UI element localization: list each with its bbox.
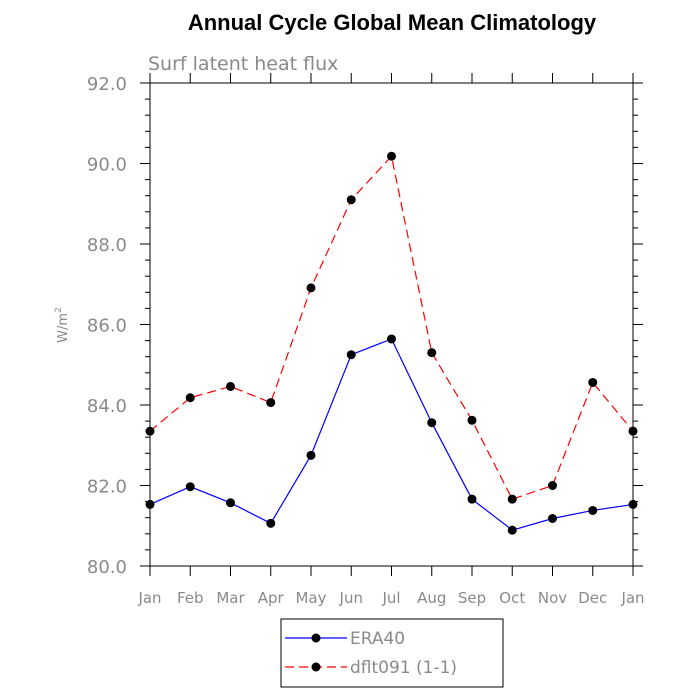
data-point	[145, 499, 155, 509]
data-point	[346, 195, 356, 205]
data-point	[628, 426, 638, 436]
series-2	[145, 151, 638, 504]
x-tick-label: Jul	[381, 589, 400, 607]
y-axis-label-exponent: 2	[54, 307, 64, 313]
data-point	[467, 494, 477, 504]
y-tick-label: 80.0	[87, 557, 127, 578]
y-tick-label: 90.0	[87, 155, 127, 176]
legend-item: dflt091 (1-1)	[285, 658, 457, 678]
data-point	[387, 151, 396, 161]
data-point	[628, 499, 638, 509]
data-point	[467, 415, 477, 425]
x-tick-label: Jan	[620, 589, 644, 607]
y-tick-label: 92.0	[87, 74, 127, 95]
series-1	[145, 334, 638, 535]
data-point	[507, 525, 517, 535]
y-axis-label: W/m2	[54, 307, 71, 343]
legend-marker	[311, 633, 321, 643]
series-layer	[145, 151, 638, 535]
data-point	[588, 377, 598, 387]
data-point	[185, 393, 195, 403]
data-point	[266, 518, 276, 528]
data-point	[266, 398, 276, 408]
legend: ERA40 dflt091 (1-1)	[280, 618, 504, 688]
x-tick-label: Dec	[578, 589, 607, 607]
data-point	[306, 283, 316, 293]
data-point	[226, 498, 235, 508]
x-tick-label: Aug	[417, 589, 446, 607]
legend-marker	[311, 662, 321, 672]
y-tick-label: 82.0	[87, 477, 127, 498]
x-tick-label: Jan	[137, 589, 161, 607]
data-point	[548, 481, 557, 490]
tick-marks	[140, 73, 643, 576]
data-point	[306, 450, 316, 460]
series-line	[149, 338, 634, 531]
data-point	[346, 350, 356, 360]
data-point	[387, 334, 396, 344]
data-point	[226, 381, 235, 391]
data-point	[185, 482, 195, 492]
x-tick-label: Sep	[458, 589, 486, 607]
x-tick-label: Feb	[177, 589, 204, 607]
x-tick-label: Apr	[258, 589, 285, 607]
y-tick-label: 86.0	[87, 316, 127, 337]
series-line	[149, 154, 634, 500]
data-point	[427, 418, 437, 428]
legend-box	[280, 618, 504, 688]
legend-label: ERA40	[350, 629, 405, 649]
legend-label: dflt091 (1-1)	[350, 658, 457, 678]
data-point	[548, 514, 557, 524]
y-tick-label: 84.0	[87, 396, 127, 417]
x-tick-label: Mar	[216, 589, 245, 607]
data-point	[507, 494, 517, 504]
x-tick-label: Nov	[538, 589, 567, 607]
x-tick-label: May	[295, 589, 326, 607]
axes: 80.0 82.0 84.0 86.0 88.0 90.0 92.0 Jan Feb Mar Apr…	[87, 73, 645, 607]
legend-item: ERA40	[285, 629, 405, 649]
chart-subtitle: Surf latent heat flux	[148, 53, 338, 75]
data-point	[145, 426, 155, 436]
chart-title: Annual Cycle Global Mean Climatology	[188, 10, 597, 35]
y-tick-label: 88.0	[87, 235, 127, 256]
data-point	[427, 348, 437, 358]
x-tick-label: Jun	[339, 589, 363, 607]
data-point	[588, 505, 598, 515]
x-tick-label: Oct	[499, 589, 525, 607]
y-axis-label-unit: W/m	[56, 313, 71, 343]
